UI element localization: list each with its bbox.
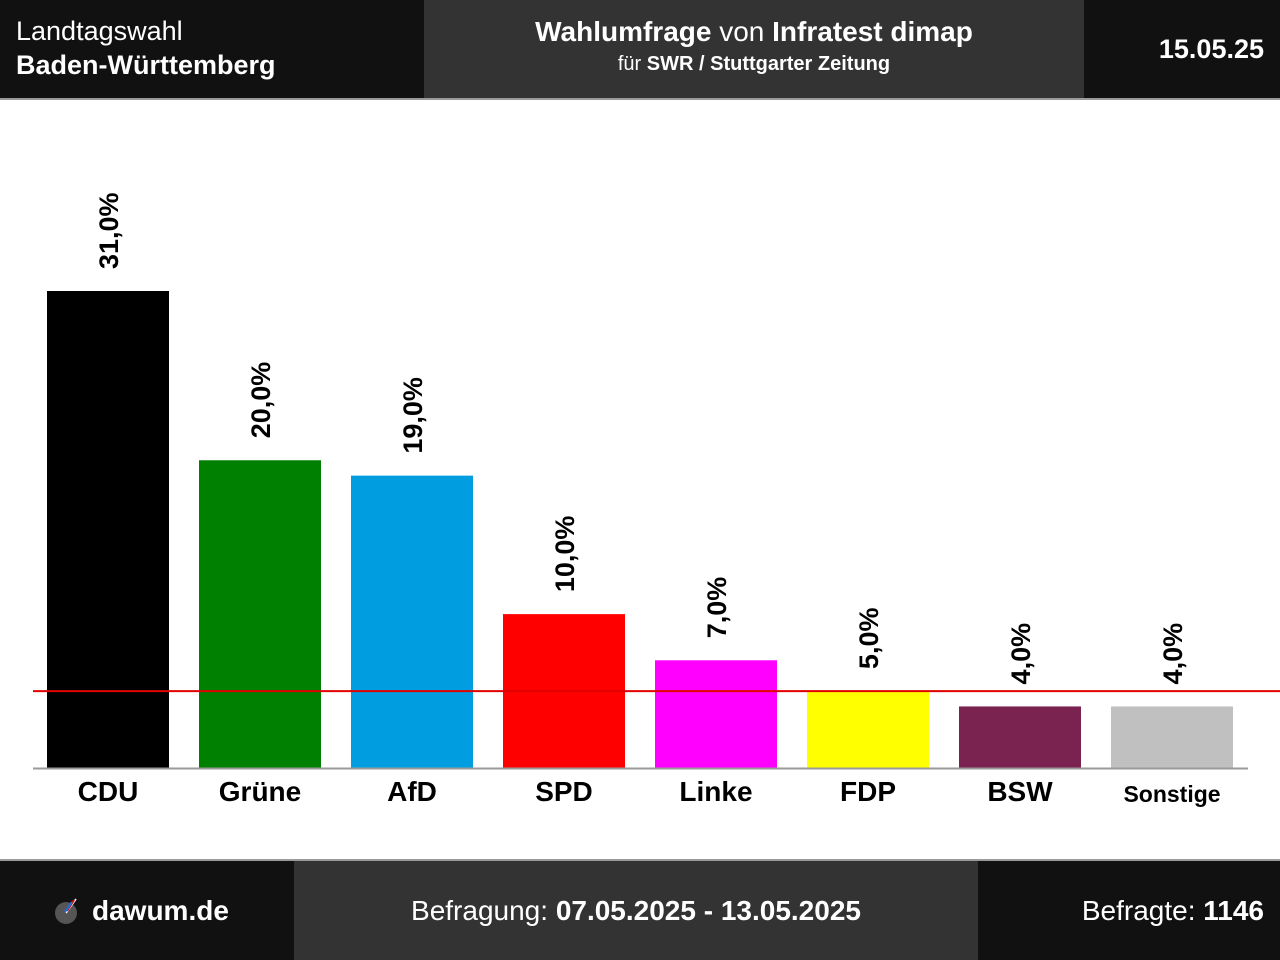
bar-linke [655,660,777,768]
value-label: 7,0% [702,577,732,639]
region-line1: Landtagswahl [16,16,183,46]
poll-subtitle: für SWR / Stuttgarter Zeitung [424,50,1084,78]
header-bar: Landtagswahl Baden-Württemberg Wahlumfra… [0,0,1280,98]
region-title: Landtagswahl Baden-Württemberg [16,14,276,82]
poll-title-box: Wahlumfrage von Infratest dimap für SWR … [424,0,1084,98]
bar-grüne [199,460,321,768]
bar-cdu [47,291,169,768]
publication-date: 15.05.25 [1158,34,1264,64]
bar-bsw [959,706,1081,768]
brand-name: dawum.de [92,894,229,926]
survey-period-value: 07.05.2025 - 13.05.2025 [555,895,861,926]
category-label: Grüne [219,776,301,807]
category-label: BSW [987,776,1053,807]
value-label: 19,0% [398,377,428,454]
survey-period: Befragung: 07.05.2025 - 13.05.2025 [294,861,978,960]
footer-divider [0,859,1280,861]
category-label: Sonstige [1123,781,1220,807]
value-label: 5,0% [854,608,884,670]
poll-bar-chart: 31,0% CDU 20,0% Grüne 19,0% AfD 10,0% SPD 7,0% Li… [33,192,1280,807]
brand[interactable]: dawum.de [54,861,229,960]
respondents-label: Befragte: [1081,895,1204,926]
bar-fdp [807,691,929,768]
client-name: SWR / Stuttgarter Zeitung [646,53,891,75]
region-line2: Baden-Württemberg [16,50,276,80]
value-label: 20,0% [246,362,276,439]
value-label: 10,0% [550,516,580,593]
category-label: Linke [679,776,752,807]
poll-title-word: Wahlumfrage [535,16,712,47]
survey-period-label: Befragung: [411,895,556,926]
dawum-logo-icon [55,898,77,924]
poll-subtitle-prefix: für [617,53,647,75]
value-label: 4,0% [1158,623,1188,685]
value-label: 31,0% [94,192,124,269]
category-label: FDP [840,776,896,807]
value-label: 4,0% [1006,623,1036,685]
footer-bar: dawum.de Befragung: 07.05.2025 - 13.05.2… [0,861,1280,960]
category-label: CDU [78,776,139,807]
pollster-name: Infratest dimap [772,16,973,47]
header-divider [0,98,1280,100]
bar-sonstige [1111,706,1233,768]
respondents-value: 1146 [1203,895,1264,926]
poll-title: Wahlumfrage von Infratest dimap [424,14,1084,50]
bar-afd [351,475,473,768]
respondents: Befragte: 1146 [1082,861,1264,960]
category-label: AfD [387,776,437,807]
poll-title-connector: von [711,16,773,47]
category-label: SPD [535,776,593,807]
